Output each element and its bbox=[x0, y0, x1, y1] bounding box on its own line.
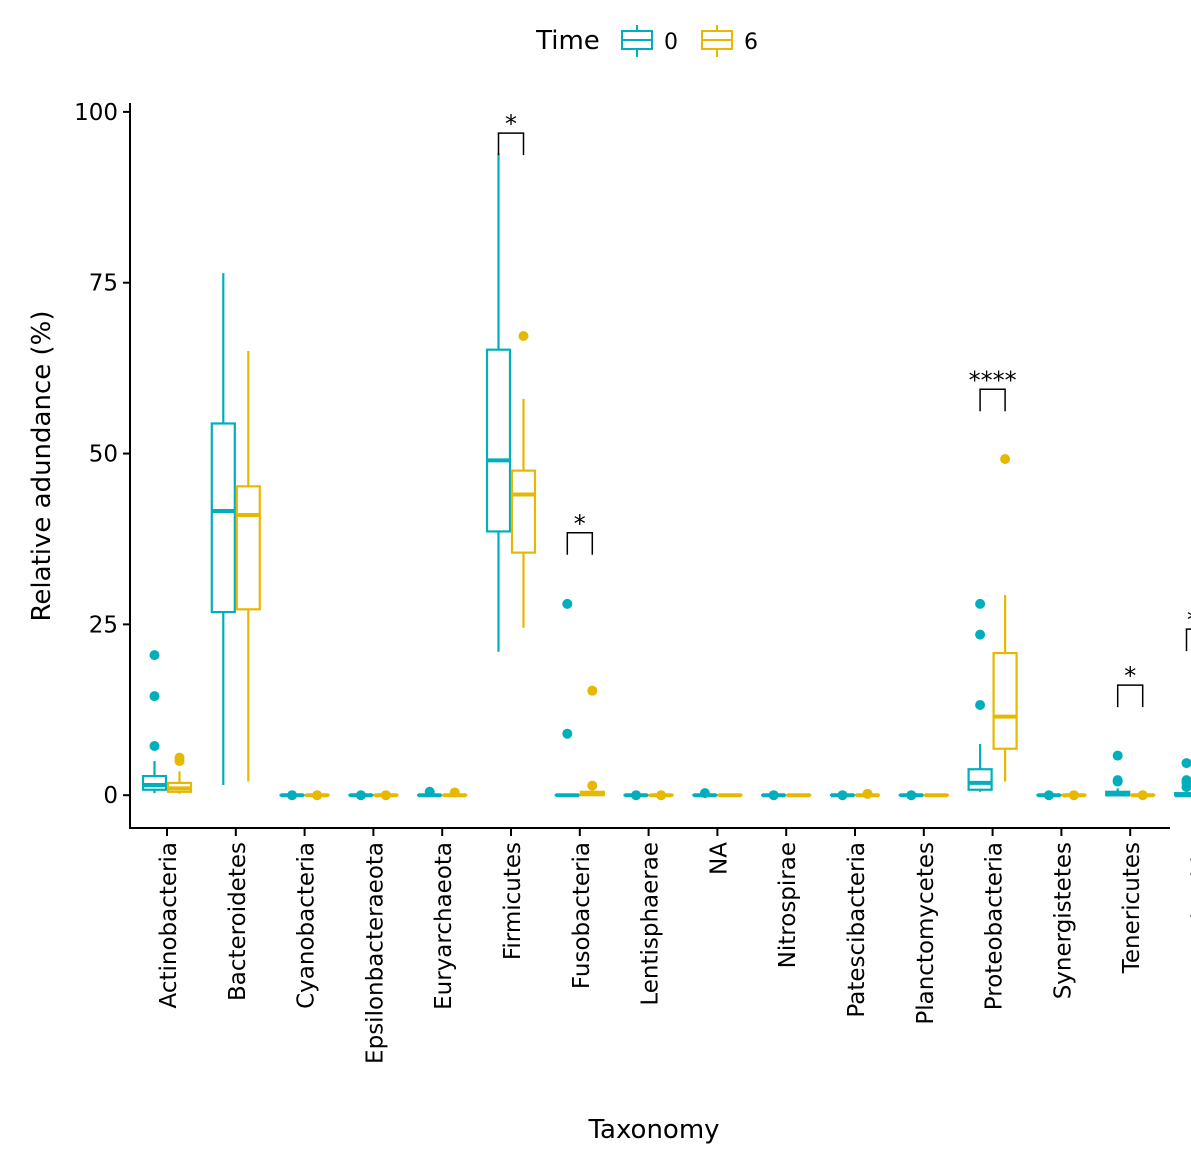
y-tick-label: 25 bbox=[89, 612, 118, 638]
x-tick-label: Patescibacteria bbox=[844, 842, 870, 1018]
outlier bbox=[425, 787, 435, 797]
outlier bbox=[1044, 790, 1054, 800]
x-tick-label: Fusobacteria bbox=[569, 842, 595, 989]
box bbox=[212, 423, 235, 612]
significance-label: * bbox=[1124, 662, 1136, 690]
outlier bbox=[1113, 751, 1123, 761]
outlier bbox=[700, 788, 710, 798]
outlier bbox=[150, 691, 160, 701]
significance-label: * bbox=[505, 110, 517, 138]
y-axis-title: Relative adundance (%) bbox=[27, 311, 57, 622]
x-tick-label: NA bbox=[706, 842, 732, 875]
x-tick-label: Bacteroidetes bbox=[225, 842, 251, 1001]
x-tick-label: Actinobacteria bbox=[156, 842, 182, 1008]
x-tick-label: Synergistetes bbox=[1050, 842, 1076, 999]
outlier bbox=[587, 686, 597, 696]
box bbox=[237, 486, 260, 609]
x-tick-label: Euryarchaeota bbox=[431, 842, 457, 1010]
x-tick-label: Firmicutes bbox=[500, 842, 526, 960]
outlier bbox=[356, 790, 366, 800]
x-axis-title: Taxonomy bbox=[587, 1115, 719, 1145]
y-tick-label: 100 bbox=[74, 100, 118, 126]
outlier bbox=[769, 790, 779, 800]
x-tick-label: Tenericutes bbox=[1119, 842, 1145, 974]
outlier bbox=[838, 790, 848, 800]
outlier bbox=[562, 599, 572, 609]
x-tick-label: Cyanobacteria bbox=[294, 842, 320, 1009]
box bbox=[969, 769, 992, 789]
outlier bbox=[975, 599, 985, 609]
outlier bbox=[975, 630, 985, 640]
outlier bbox=[562, 729, 572, 739]
y-tick-label: 0 bbox=[103, 783, 118, 809]
outlier bbox=[287, 790, 297, 800]
outlier bbox=[519, 331, 529, 341]
y-tick-label: 50 bbox=[89, 442, 118, 468]
outlier bbox=[631, 790, 641, 800]
outlier bbox=[975, 700, 985, 710]
outlier bbox=[175, 753, 185, 763]
box bbox=[512, 471, 535, 553]
box bbox=[487, 350, 510, 532]
x-tick-label: Proteobacteria bbox=[982, 842, 1008, 1010]
significance-label: ** bbox=[1187, 606, 1191, 634]
x-tick-label: Nitrospirae bbox=[775, 842, 801, 968]
significance-label: * bbox=[574, 510, 586, 538]
outlier bbox=[1182, 758, 1191, 768]
significance-label: **** bbox=[969, 366, 1017, 394]
outlier bbox=[1000, 454, 1010, 464]
outlier bbox=[656, 790, 666, 800]
outlier bbox=[381, 790, 391, 800]
outlier bbox=[906, 790, 916, 800]
legend-label: 6 bbox=[744, 30, 758, 55]
y-tick-label: 75 bbox=[89, 271, 118, 297]
outlier bbox=[1138, 790, 1148, 800]
legend-title: Time bbox=[535, 26, 600, 56]
outlier bbox=[587, 781, 597, 791]
x-tick-label: Epsilonbacteraeota bbox=[362, 842, 388, 1064]
outlier bbox=[1113, 775, 1123, 785]
outlier bbox=[312, 790, 322, 800]
outlier bbox=[450, 787, 460, 797]
legend-label: 0 bbox=[664, 30, 678, 55]
box bbox=[994, 653, 1017, 749]
outlier bbox=[1069, 790, 1079, 800]
outlier bbox=[150, 741, 160, 751]
outlier bbox=[863, 789, 873, 799]
box bbox=[143, 776, 166, 790]
outlier bbox=[150, 650, 160, 660]
x-tick-label: Lentisphaerae bbox=[638, 842, 664, 1006]
x-tick-label: Planctomycetes bbox=[913, 842, 939, 1025]
